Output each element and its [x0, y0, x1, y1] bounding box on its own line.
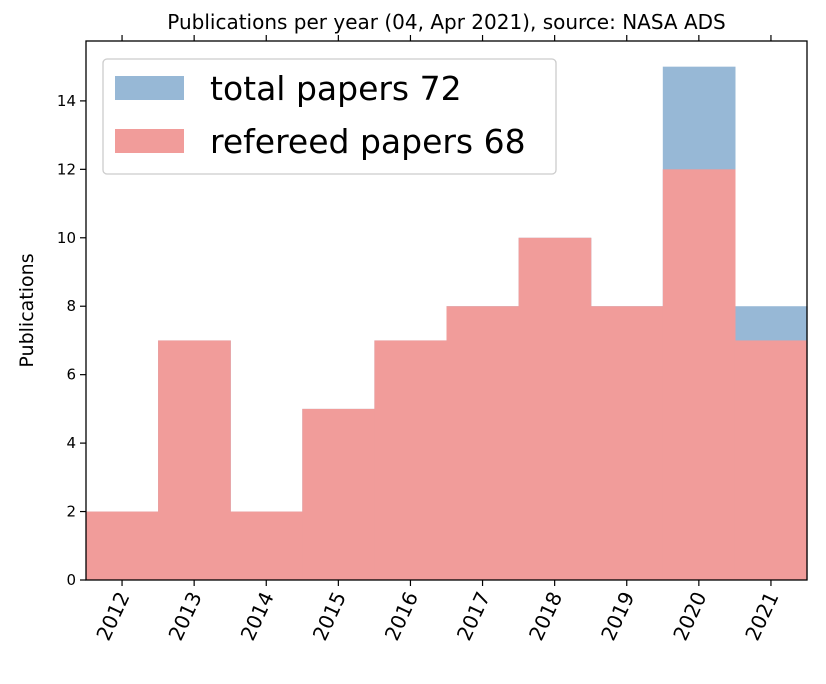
x-tick-label: 2017 — [452, 588, 495, 644]
refereed-bar-2018 — [518, 237, 592, 580]
axes — [85, 40, 808, 581]
y-tick-label: 4 — [66, 434, 76, 452]
axes-frame — [85, 40, 808, 581]
legend-label-refereed: refereed papers 68 — [210, 122, 526, 161]
x-tick-label: 2012 — [91, 588, 134, 644]
refereed-bar-2015 — [302, 408, 375, 580]
y-tick-label: 10 — [57, 229, 76, 247]
legend-swatch-refereed — [115, 129, 184, 153]
x-tick-label: 2014 — [236, 588, 279, 644]
refereed-bar-2021 — [734, 340, 808, 580]
x-tick-label: 2019 — [596, 588, 639, 644]
y-ticks: 0 2 4 6 8 10 12 14 — [57, 92, 86, 589]
y-axis-label: Publications — [16, 253, 38, 367]
refereed-bar-2013 — [158, 340, 231, 580]
x-tick-label: 2020 — [668, 588, 711, 644]
refereed-bar-2012 — [86, 511, 159, 580]
x-tick-label: 2013 — [163, 588, 206, 644]
y-tick-label: 12 — [57, 160, 76, 178]
legend-box — [102, 58, 557, 175]
x-tick-label: 2018 — [524, 588, 567, 644]
y-tick-label: 8 — [66, 297, 76, 315]
refereed-bar-2019 — [590, 306, 664, 580]
refereed-bar-2014 — [230, 511, 303, 580]
refereed-bar-2017 — [446, 306, 520, 580]
y-tick-label: 2 — [66, 503, 76, 521]
x-tick-label: 2016 — [380, 588, 423, 644]
refereed-bar-2020 — [662, 169, 736, 581]
chart-title: Publications per year (04, Apr 2021), so… — [167, 10, 725, 34]
legend: total papers 72 refereed papers 68 — [102, 58, 557, 175]
y-tick-label: 0 — [66, 571, 76, 589]
legend-swatch-total — [115, 76, 184, 100]
y-tick-label: 6 — [66, 366, 76, 384]
legend-label-total: total papers 72 — [210, 69, 462, 108]
refereed-papers-bars — [86, 169, 808, 581]
refereed-bar-2016 — [374, 340, 448, 580]
x-tick-label: 2015 — [308, 588, 351, 644]
y-tick-label: 14 — [57, 92, 76, 110]
x-tick-label: 2021 — [740, 588, 783, 644]
